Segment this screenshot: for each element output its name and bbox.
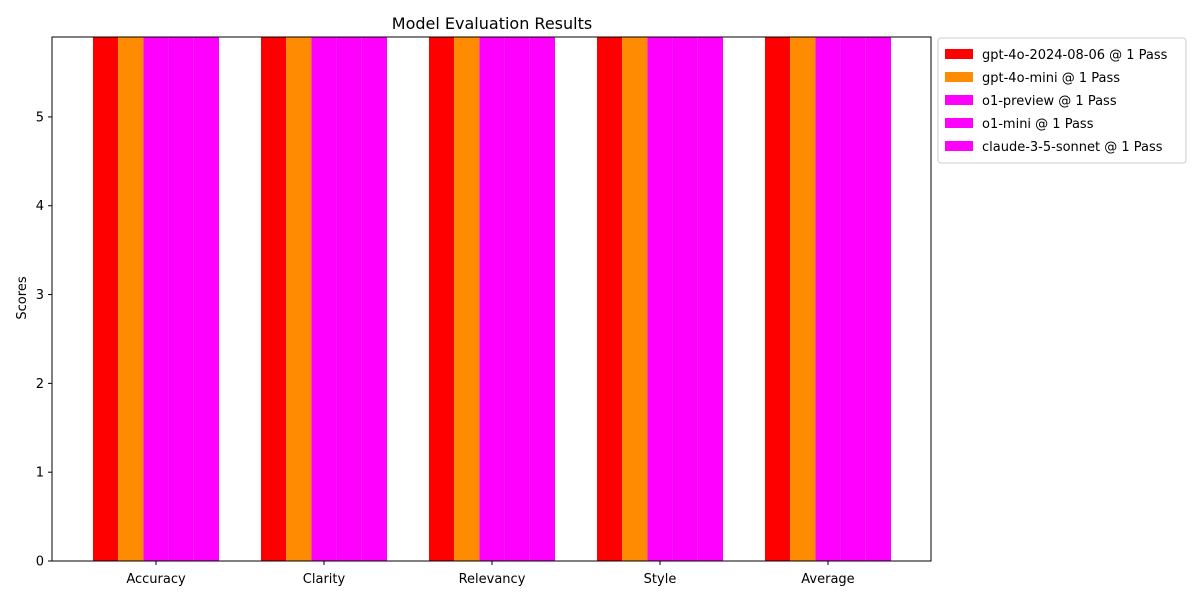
legend: gpt-4o-2024-08-06 @ 1 Pass gpt-4o-mini @ …	[937, 37, 1187, 164]
bar-average-series-3	[815, 37, 841, 561]
bar-style-series-3	[647, 37, 673, 561]
bar-style-series-1	[597, 37, 623, 561]
y-axis: 0 1 2 3 4 5	[36, 110, 52, 570]
y-tick-label: 2	[36, 377, 44, 392]
bar-style-series-5	[697, 37, 723, 561]
y-tick-label: 5	[36, 110, 44, 125]
bar-accuracy-series-3	[143, 37, 169, 561]
legend-label: gpt-4o-mini @ 1 Pass	[982, 71, 1120, 86]
bar-relevancy-series-1	[429, 37, 455, 561]
y-tick-label: 3	[36, 288, 44, 303]
bar-clarity-series-5	[361, 37, 387, 561]
y-tick-label: 0	[36, 555, 44, 570]
bar-relevancy-series-4	[504, 37, 530, 561]
bar-clarity-series-3	[311, 37, 337, 561]
x-tick-label: Style	[644, 572, 677, 587]
y-axis-label: Scores	[15, 276, 30, 319]
bar-average-series-1	[765, 37, 791, 561]
x-tick-label: Clarity	[303, 572, 346, 587]
plot-area	[51, 36, 932, 562]
legend-label: o1-mini @ 1 Pass	[982, 117, 1094, 132]
bar-clarity-series-1	[261, 37, 287, 561]
legend-swatch	[945, 141, 973, 151]
bar-relevancy-series-3	[479, 37, 505, 561]
x-tick-label: Accuracy	[126, 572, 186, 587]
legend-swatch	[945, 72, 973, 82]
bar-style-series-4	[672, 37, 698, 561]
x-tick-label: Relevancy	[459, 572, 526, 587]
legend-swatch	[945, 95, 973, 105]
bar-clarity-series-4	[336, 37, 362, 561]
bar-average-series-4	[840, 37, 866, 561]
x-axis: Accuracy Clarity Relevancy Style Average	[126, 561, 855, 587]
legend-swatch	[945, 118, 973, 128]
bar-style-series-2	[622, 37, 648, 561]
bar-accuracy-series-4	[168, 37, 194, 561]
bar-relevancy-series-5	[529, 37, 555, 561]
bar-accuracy-series-2	[118, 37, 144, 561]
legend-label: claude-3-5-sonnet @ 1 Pass	[982, 140, 1163, 155]
legend-label: o1-preview @ 1 Pass	[982, 94, 1117, 109]
legend-box	[937, 37, 1187, 164]
bar-relevancy-series-2	[454, 37, 480, 561]
chart-title: Model Evaluation Results	[392, 14, 592, 33]
legend-label: gpt-4o-2024-08-06 @ 1 Pass	[982, 48, 1168, 63]
x-tick-label: Average	[801, 572, 854, 587]
bar-clarity-series-2	[286, 37, 312, 561]
bar-accuracy-series-1	[93, 37, 119, 561]
y-tick-label: 1	[36, 466, 44, 481]
y-tick-label: 4	[36, 199, 44, 214]
bar-average-series-5	[865, 37, 891, 561]
legend-swatch	[945, 49, 973, 59]
bar-average-series-2	[790, 37, 816, 561]
bar-accuracy-series-5	[193, 37, 219, 561]
